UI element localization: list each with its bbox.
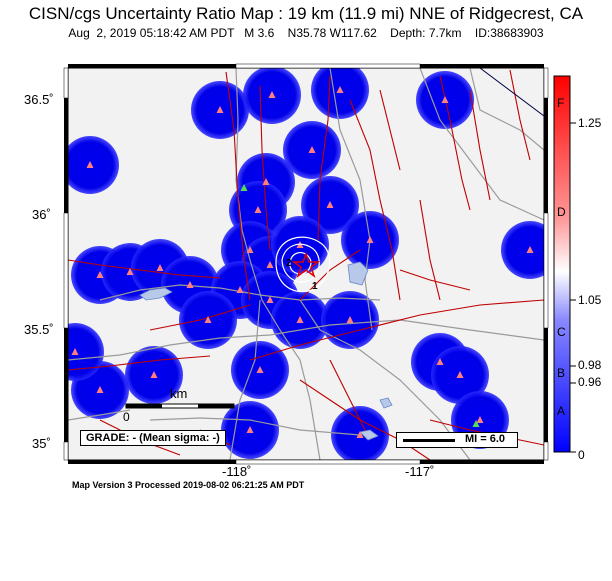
station-triangle-icon — [256, 366, 264, 373]
contour-label: 1 — [312, 281, 318, 292]
station-triangle-icon — [308, 146, 316, 153]
grade-label: F — [557, 96, 564, 110]
station-triangle-icon — [262, 178, 270, 185]
station-triangle-icon — [126, 268, 134, 275]
station-triangle-icon — [266, 261, 274, 268]
mi-legend: MI = 6.0 — [396, 432, 518, 448]
station-disk — [68, 323, 104, 381]
colorbar-value: 0.96 — [578, 375, 602, 389]
station-triangle-icon — [296, 316, 304, 323]
station-triangle-icon — [156, 264, 164, 271]
station-triangle-icon — [526, 246, 534, 253]
station-triangle-icon — [71, 348, 79, 355]
map-footer: Map Version 3 Processed 2019-08-02 06:21… — [72, 480, 305, 490]
lon-label: -117˚ — [405, 464, 434, 479]
station-triangle-icon — [240, 184, 248, 191]
colorbar — [553, 75, 571, 453]
colorbar-value: 0 — [578, 448, 585, 462]
grade-label: B — [557, 366, 565, 380]
station-triangle-icon — [236, 286, 244, 293]
grade-label: A — [557, 404, 565, 418]
roads — [68, 68, 544, 460]
uncertainty-contours — [275, 236, 331, 293]
station-triangle-icon — [476, 416, 484, 423]
lon-label: -118˚ — [222, 464, 251, 479]
grade-box: GRADE: - (Mean sigma: -) — [80, 430, 226, 446]
scale-unit: km — [170, 386, 187, 401]
station-triangle-icon — [150, 371, 158, 378]
station-disk — [311, 68, 369, 119]
contour-label: 2 — [286, 258, 292, 269]
colorbar-value: 1.05 — [578, 293, 602, 307]
station-triangle-icon — [186, 281, 194, 288]
colorbar-value: 1.25 — [578, 116, 602, 130]
map-subtitle: Aug 2, 2019 05:18:42 AM PDT M 3.6 N35.78… — [68, 26, 544, 40]
station-triangle-icon — [246, 246, 254, 253]
station-triangle-icon — [472, 420, 480, 427]
station-markers — [71, 86, 534, 438]
map-frame — [63, 63, 549, 465]
faults — [68, 69, 544, 460]
grade-label: C — [557, 325, 566, 339]
grade-label: D — [557, 205, 566, 219]
station-disk — [501, 221, 544, 279]
station-triangle-icon — [254, 206, 262, 213]
station-triangle-icon — [96, 271, 104, 278]
map-title: CISN/cgs Uncertainty Ratio Map : 19 km (… — [28, 4, 584, 23]
scale-bar — [125, 403, 235, 409]
station-triangle-icon — [246, 426, 254, 433]
mi-legend-bar — [403, 439, 455, 442]
lat-label: 36.5˚ — [24, 92, 54, 107]
station-triangle-icon — [204, 316, 212, 323]
lat-label: 36˚ — [32, 207, 51, 222]
station-triangle-icon — [96, 386, 104, 393]
station-triangle-icon — [366, 236, 374, 243]
station-triangle-icon — [456, 371, 464, 378]
station-triangle-icon — [266, 296, 274, 303]
station-triangle-icon — [356, 431, 364, 438]
colorbar-ticks — [570, 122, 576, 453]
scale-zero: 0 — [123, 410, 130, 424]
station-disk — [68, 136, 119, 194]
boundary-line — [479, 68, 544, 117]
station-triangle-icon — [436, 358, 444, 365]
station-triangle-icon — [441, 96, 449, 103]
epicenter-star-icon — [291, 251, 321, 279]
lat-label: 35.5˚ — [24, 322, 54, 337]
lat-label: 35˚ — [32, 436, 51, 451]
station-triangle-icon — [86, 161, 94, 168]
station-triangle-icon — [216, 106, 224, 113]
station-triangle-icon — [336, 86, 344, 93]
station-triangle-icon — [346, 316, 354, 323]
lakes — [139, 261, 393, 441]
mi-legend-label: MI = 6.0 — [465, 433, 506, 445]
colorbar-grades: F D C B A — [557, 96, 566, 418]
station-triangle-icon — [268, 91, 276, 98]
colorbar-value: 0.98 — [578, 358, 602, 372]
station-triangle-icon — [326, 201, 334, 208]
